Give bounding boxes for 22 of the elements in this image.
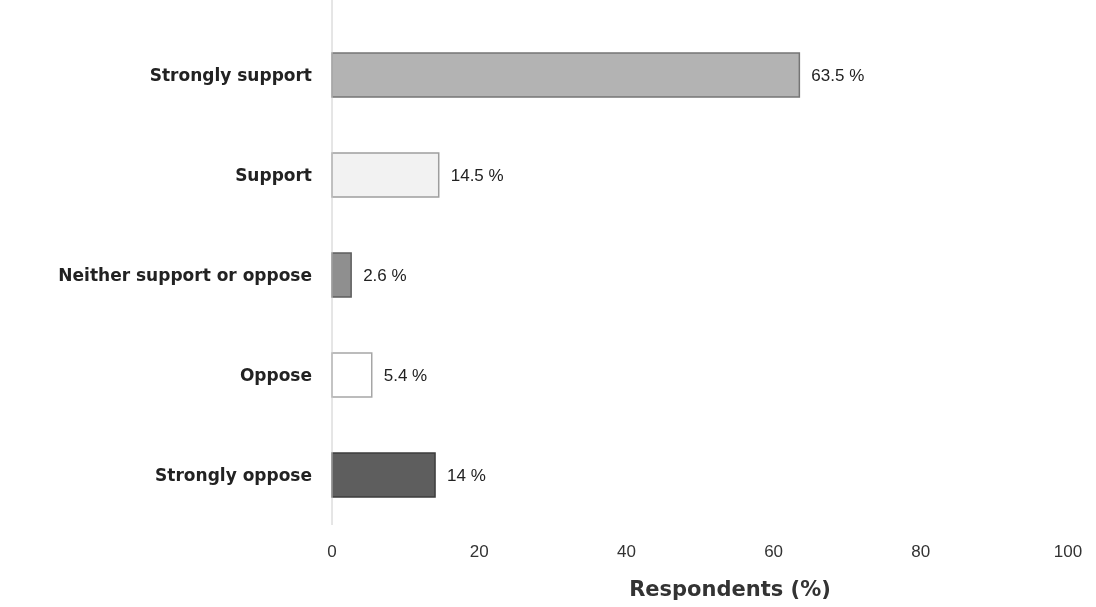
x-tick-label: 40 <box>616 542 636 561</box>
bar <box>331 152 440 198</box>
y-tick-label: Neither support or oppose <box>58 264 312 285</box>
bar <box>331 452 436 498</box>
bar <box>331 252 352 298</box>
y-tick-label: Support <box>235 164 312 185</box>
x-tick-label: 100 <box>1053 542 1083 561</box>
data-label: 2.6 % <box>363 265 407 285</box>
data-label: 63.5 % <box>811 65 865 85</box>
x-tick-label: 80 <box>911 542 931 561</box>
data-label: 5.4 % <box>383 365 428 385</box>
x-tick-label: 0 <box>327 542 337 561</box>
bar <box>331 52 801 98</box>
x-axis-title: Respondents (%) <box>629 577 831 601</box>
bar <box>331 352 373 398</box>
y-tick-label: Oppose <box>239 364 312 385</box>
x-tick-label: 20 <box>469 542 489 561</box>
x-tick-label: 60 <box>764 542 784 561</box>
data-label: 14 % <box>447 465 486 485</box>
data-label: 14.5 % <box>450 165 504 185</box>
y-tick-label: Strongly support <box>149 64 312 85</box>
y-tick-label: Strongly oppose <box>155 464 312 485</box>
